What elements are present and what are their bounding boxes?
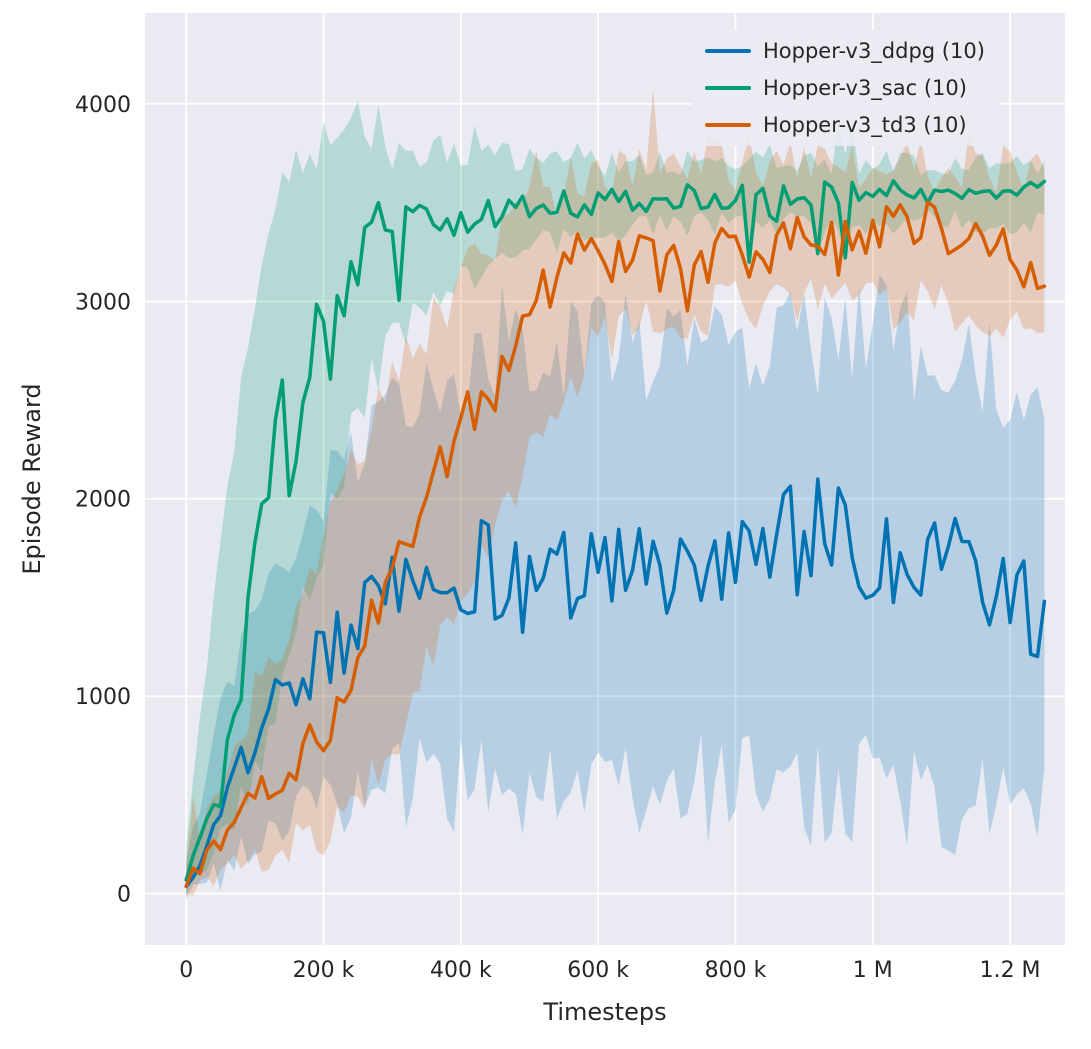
y-tick-label: 3000 (75, 290, 131, 315)
plot-render-root: 0 200 k 400 k 600 k 800 k 1 M 1.2 M 0 1000 2000 30… (75, 13, 1065, 983)
tick-labels: 0 200 k 400 k 600 k 800 k 1 M 1.2 M 0 1000 2000 30… (75, 93, 1041, 983)
band-ddpg (186, 274, 1045, 900)
band-td3 (186, 88, 1045, 896)
x-tick-label: 1 M (853, 958, 893, 983)
line-td3 (184, 200, 1047, 889)
legend-item-sac: Hopper-v3_sac (10) (705, 75, 985, 101)
x-tick-label: 0 (179, 958, 193, 983)
x-tick-label: 400 k (430, 958, 492, 983)
plot-area (145, 13, 1065, 945)
y-axis-label: Episode Reward (18, 383, 46, 574)
x-axis-label: Timesteps (542, 998, 666, 1026)
legend-line-swatch-sac (705, 86, 751, 90)
legend-line-swatch-td3 (705, 123, 751, 127)
line-ddpg (184, 477, 1047, 889)
legend-item-td3: Hopper-v3_td3 (10) (705, 112, 985, 138)
x-tick-label: 1.2 M (980, 958, 1041, 983)
legend: Hopper-v3_ddpg (10) Hopper-v3_sac (10) H… (691, 30, 999, 146)
line-sac (184, 179, 1047, 882)
x-tick-label: 200 k (293, 958, 355, 983)
mean-lines (184, 179, 1047, 889)
y-tick-label: 2000 (75, 488, 131, 513)
y-tick-label: 0 (117, 883, 131, 908)
legend-item-ddpg: Hopper-v3_ddpg (10) (705, 38, 985, 64)
x-tick-label: 800 k (705, 958, 767, 983)
legend-line-swatch-ddpg (705, 49, 751, 53)
legend-label-ddpg: Hopper-v3_ddpg (10) (763, 39, 985, 63)
y-tick-label: 1000 (75, 685, 131, 710)
legend-label-td3: Hopper-v3_td3 (10) (763, 113, 967, 137)
y-tick-label: 4000 (75, 93, 131, 118)
legend-label-sac: Hopper-v3_sac (10) (763, 76, 967, 100)
x-tick-label: 600 k (567, 958, 629, 983)
